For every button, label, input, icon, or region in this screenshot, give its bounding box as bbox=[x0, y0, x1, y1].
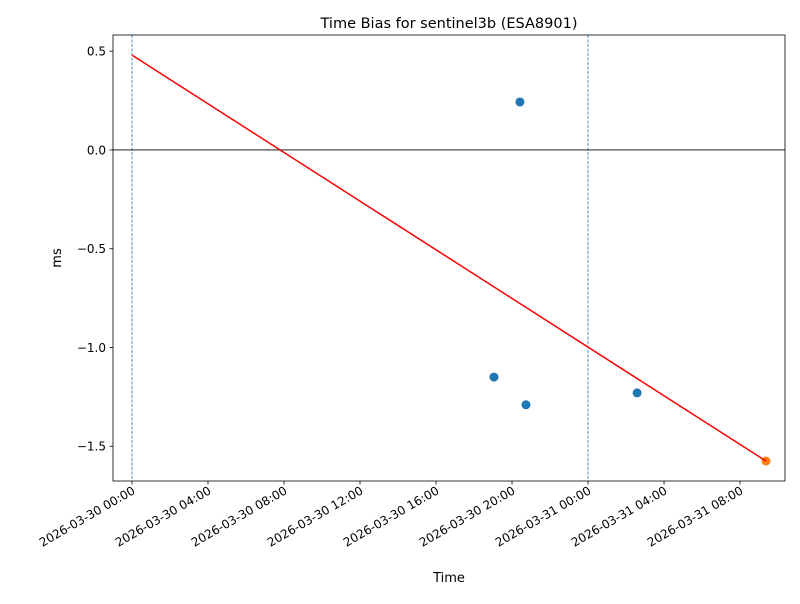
chart-title: Time Bias for sentinel3b (ESA8901) bbox=[320, 16, 578, 32]
data-point bbox=[521, 400, 531, 410]
y-tick-label: −1.0 bbox=[77, 341, 106, 355]
y-tick-label: 0.0 bbox=[87, 143, 106, 157]
y-tick-label: −1.5 bbox=[77, 440, 106, 454]
y-tick-label: 0.5 bbox=[87, 45, 106, 59]
x-axis-label: Time bbox=[432, 571, 465, 586]
trend-line bbox=[131, 54, 767, 462]
data-point bbox=[632, 388, 642, 398]
data-point bbox=[515, 97, 525, 107]
y-axis-label: ms bbox=[50, 248, 65, 268]
y-tick-label: −0.5 bbox=[77, 242, 106, 256]
data-point bbox=[489, 372, 499, 382]
axes-frame bbox=[112, 34, 786, 482]
